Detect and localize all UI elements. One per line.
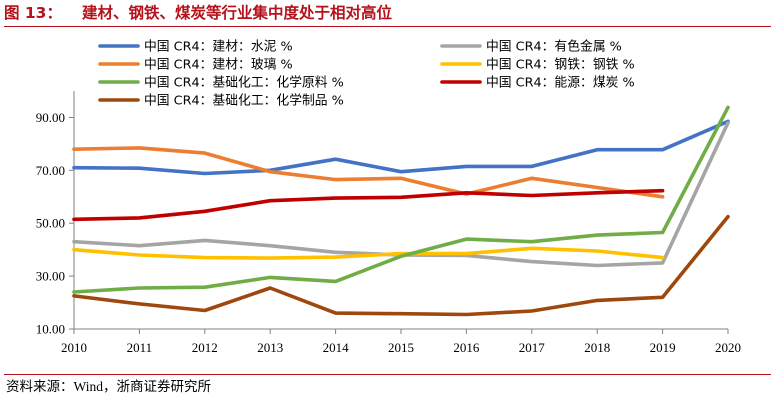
series-line-6 (72, 188, 665, 222)
series-line-2 (72, 120, 730, 268)
series-line-1 (72, 119, 730, 176)
x-tick-label: 2010 (61, 340, 87, 355)
plot-area (72, 105, 730, 317)
legend-label-7: 中国 CR4：基础化工：化学制品 % (144, 93, 344, 109)
series-line-4 (72, 246, 665, 260)
legend-label-4: 中国 CR4：钢铁：钢铁 % (486, 58, 635, 73)
x-tick-label: 2015 (388, 340, 414, 355)
x-tick-label: 2020 (715, 340, 741, 355)
x-tick-label: 2019 (650, 340, 676, 355)
y-tick-label: 70.00 (36, 163, 65, 178)
series-line-7 (72, 214, 730, 317)
x-tick-label: 2012 (192, 340, 218, 355)
legend-label-1: 中国 CR4：建材：水泥 % (144, 40, 293, 55)
y-tick-label: 90.00 (36, 110, 65, 125)
series-line-3 (72, 146, 665, 199)
legend-label-5: 中国 CR4：基础化工：化学原料 % (144, 75, 344, 91)
line-chart: 中国 CR4：建材：水泥 % 中国 CR4：有色金属 % 中国 CR4：建材：玻璃 … (36, 39, 741, 356)
x-tick-label: 2017 (519, 340, 546, 355)
axes: 10.00 30.00 50.00 70.00 90.00 2010 2011 2012 201… (36, 91, 741, 355)
source-note: 资料来源：Wind，浙商证券研究所 (4, 374, 771, 400)
figure-label: 图 13： (4, 4, 62, 22)
x-tick-label: 2016 (453, 340, 480, 355)
series-line-5 (72, 105, 730, 294)
x-tick-label: 2014 (323, 340, 350, 355)
y-tick-label: 30.00 (36, 269, 65, 284)
figure-title-text: 建材、钢铁、煤炭等行业集中度处于相对高位 (81, 4, 392, 22)
x-tick-label: 2018 (584, 340, 610, 355)
legend-label-2: 中国 CR4：有色金属 % (486, 39, 622, 55)
legend: 中国 CR4：建材：水泥 % 中国 CR4：有色金属 % 中国 CR4：建材：玻璃 … (98, 39, 635, 109)
x-tick-label: 2013 (257, 340, 283, 355)
y-tick-label: 50.00 (36, 216, 65, 231)
x-tick-label: 2011 (127, 340, 153, 355)
figure-title: 图 13： 建材、钢铁、煤炭等行业集中度处于相对高位 (4, 1, 771, 27)
legend-label-3: 中国 CR4：建材：玻璃 % (144, 58, 293, 73)
legend-label-6: 中国 CR4：能源：煤炭 % (486, 76, 635, 91)
y-tick-label: 10.00 (36, 322, 65, 337)
